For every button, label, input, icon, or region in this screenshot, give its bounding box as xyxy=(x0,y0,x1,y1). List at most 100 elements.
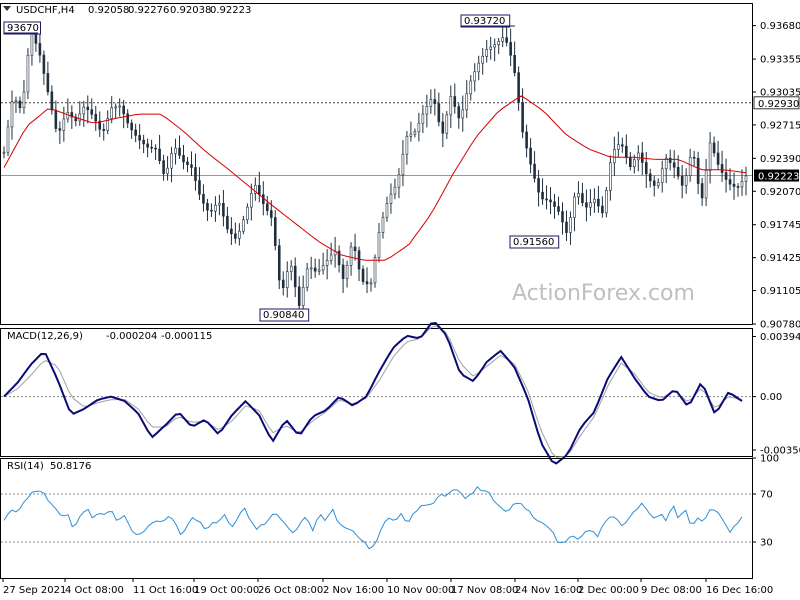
candle-body xyxy=(50,91,54,111)
candle-body xyxy=(301,286,305,306)
candle-body xyxy=(30,31,34,56)
candle-body xyxy=(273,217,277,246)
candle-body xyxy=(289,265,293,272)
candle-body xyxy=(150,146,153,149)
candle-body xyxy=(94,113,98,122)
candle-body xyxy=(501,37,504,42)
candle-body xyxy=(473,71,477,82)
candle-body xyxy=(254,185,257,194)
candle-body xyxy=(489,46,492,50)
time-tick-label: 9 Dec 08:00 xyxy=(641,585,702,596)
rsi-tick-label: 100 xyxy=(760,454,779,465)
candle-body xyxy=(644,162,648,175)
candle-body xyxy=(297,286,301,306)
candle-body xyxy=(385,203,389,218)
candle-body xyxy=(162,160,165,174)
candle-body xyxy=(210,209,213,212)
time-tick-label: 17 Nov 08:00 xyxy=(451,585,518,596)
watermark: ActionForex.com xyxy=(512,281,695,306)
candle-body xyxy=(309,267,313,270)
candle-body xyxy=(549,199,552,203)
time-tick-label: 2 Dec 00:00 xyxy=(578,585,639,596)
rsi-tick-label: 30 xyxy=(760,538,773,549)
candle-body xyxy=(114,106,117,109)
candle-body xyxy=(732,183,736,187)
candle-body xyxy=(425,106,429,115)
candle-body xyxy=(724,172,728,180)
candle-body xyxy=(537,178,540,193)
candle-body xyxy=(421,113,425,124)
candle-body xyxy=(198,180,201,195)
candle-body xyxy=(353,246,357,251)
candle-body xyxy=(525,131,528,149)
candle-body xyxy=(66,112,70,120)
annotation-high-left-box xyxy=(3,21,41,35)
macd-frame xyxy=(0,328,753,457)
candle-body xyxy=(692,156,696,159)
price-tick-label: 0.92390 xyxy=(760,154,800,165)
candle-body xyxy=(569,217,572,233)
candle-body xyxy=(110,107,114,119)
candle-body xyxy=(664,157,668,170)
candle-body xyxy=(170,153,173,169)
macd-tick-label: 0.00 xyxy=(760,392,782,403)
candle-body xyxy=(497,41,500,46)
candle-body xyxy=(305,268,309,288)
candle-body xyxy=(704,170,708,199)
candle-body xyxy=(597,198,600,207)
candle-body xyxy=(648,173,652,182)
candle-body xyxy=(605,190,608,214)
candle-body xyxy=(744,175,748,182)
candle-body xyxy=(441,121,445,134)
candle-body xyxy=(22,91,26,109)
candle-body xyxy=(437,103,441,123)
annotation-high-left: 93670 xyxy=(7,23,39,34)
ohlc-open: 0.92058 xyxy=(88,5,129,16)
candle-body xyxy=(18,100,22,109)
candle-body xyxy=(680,175,684,186)
time-tick-label: 2 Nov 16:00 xyxy=(323,585,384,596)
time-tick-label: 26 Oct 08:00 xyxy=(258,585,323,596)
candle-body xyxy=(202,194,205,204)
candle-body xyxy=(553,201,556,207)
candle-body xyxy=(317,269,321,272)
candle-body xyxy=(214,204,217,212)
candle-body xyxy=(509,42,512,56)
candle-body xyxy=(712,142,716,154)
candle-body xyxy=(206,202,209,211)
candle-body xyxy=(134,129,137,136)
candle-body xyxy=(174,147,177,154)
candle-body xyxy=(86,106,90,111)
price-tick-label: 0.93035 xyxy=(760,87,800,98)
candle-body xyxy=(146,143,149,148)
candle-body xyxy=(696,157,700,184)
price-tick-label: 0.93680 xyxy=(760,21,800,32)
candle-body xyxy=(321,265,325,271)
candle-body xyxy=(178,147,181,156)
candle-body xyxy=(465,93,469,111)
annotation-low-right-box xyxy=(509,235,560,249)
candle-body xyxy=(130,122,133,131)
candle-body xyxy=(613,149,616,164)
candle-body xyxy=(521,102,524,133)
candle-body xyxy=(625,145,628,158)
annotation-low-left-box xyxy=(259,308,310,322)
current-price-tag-label: 0.92223 xyxy=(758,172,799,183)
candle-body xyxy=(684,175,688,186)
candle-body xyxy=(481,55,485,64)
candle-body xyxy=(242,219,245,232)
candle-body xyxy=(142,139,145,145)
macd-signal-line xyxy=(3,325,743,458)
candle-body xyxy=(381,216,385,233)
candle-body xyxy=(429,99,433,107)
candle-body xyxy=(621,144,624,147)
candle-body xyxy=(533,163,536,179)
candle-body xyxy=(369,282,373,285)
candle-body xyxy=(230,228,233,235)
candle-body xyxy=(341,264,345,279)
candle-body xyxy=(78,113,82,122)
candle-body xyxy=(54,109,58,129)
candle-body xyxy=(433,99,437,104)
annotation-low-right: 0.91560 xyxy=(513,237,554,248)
